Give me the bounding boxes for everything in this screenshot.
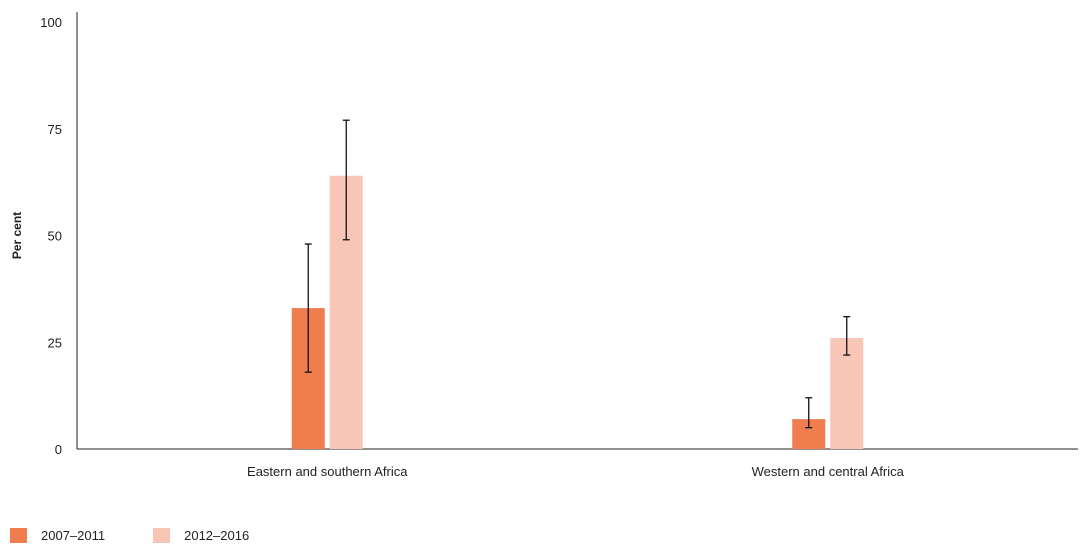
x-axis-category-labels: Eastern and southern Africa Western and c…: [247, 464, 905, 479]
y-axis-title: Per cent: [10, 212, 24, 259]
y-axis-ticks: 0 25 50 75 100: [40, 15, 62, 457]
legend-swatch-series-2: [153, 528, 171, 543]
y-tick-label: 75: [48, 122, 62, 137]
legend-swatch-series-1: [10, 528, 27, 543]
y-tick-label: 0: [55, 442, 62, 457]
bar-chart: 0 25 50 75 100 Eastern and southern Africa We…: [10, 12, 1078, 479]
legend-item-series-2: 2012–2016: [153, 528, 249, 543]
x-category-label: Eastern and southern Africa: [247, 464, 408, 479]
x-category-label: Western and central Africa: [752, 464, 905, 479]
bar-series-2-category-2: [830, 337, 864, 449]
legend-label-series-1: 2007–2011: [41, 528, 106, 543]
y-tick-label: 100: [40, 15, 62, 30]
legend: 2007–2011 2012–2016: [10, 528, 297, 543]
error-bars: [304, 119, 851, 429]
y-tick-label: 25: [48, 335, 62, 350]
error-bar-series-1-category-1: [304, 243, 312, 373]
y-tick-label: 50: [48, 229, 62, 244]
legend-item-series-1: 2007–2011: [10, 528, 105, 543]
bars: [291, 175, 864, 449]
legend-label-series-2: 2012–2016: [184, 528, 250, 543]
error-bar-series-2-category-1: [342, 119, 350, 241]
error-bar-series-1-category-2: [805, 397, 813, 429]
error-bar-series-2-category-2: [843, 315, 851, 356]
